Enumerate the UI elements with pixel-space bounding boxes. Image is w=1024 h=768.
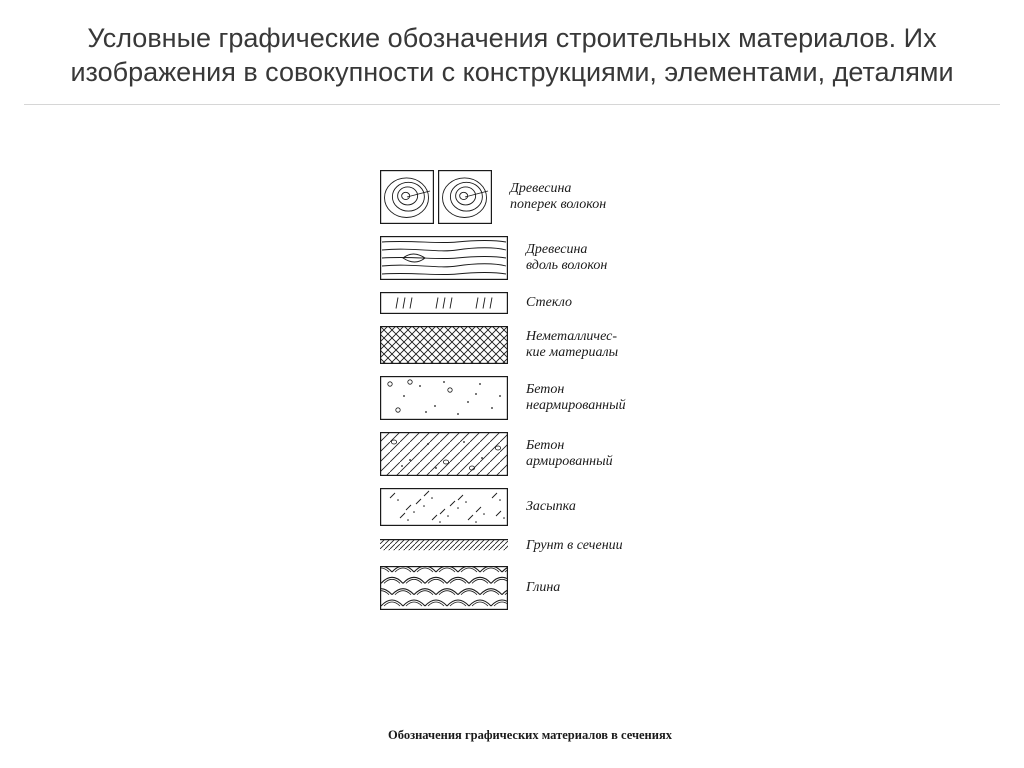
legend-row-backfill: Засыпка — [380, 488, 626, 526]
swatch-soil-section — [380, 539, 508, 553]
page-title: Условные графические обозначения строите… — [0, 0, 1024, 98]
label-backfill: Засыпка — [526, 499, 576, 515]
legend-row-wood-long: Древесина вдоль волокон — [380, 236, 626, 280]
label-concrete-reinf: Бетон армированный — [526, 438, 613, 470]
label-nonmetal: Неметалличес- кие материалы — [526, 329, 618, 361]
legend-row-soil-section: Грунт в сечении — [380, 538, 626, 554]
swatch-nonmetal — [380, 326, 508, 364]
figure-caption: Обозначения графических материалов в сеч… — [380, 728, 680, 743]
label-soil-section: Грунт в сечении — [526, 538, 623, 554]
swatch-backfill — [380, 488, 508, 526]
label-clay: Глина — [526, 580, 560, 596]
swatch-clay — [380, 566, 508, 610]
legend-row-wood-cross: Древесина поперек волокон — [380, 170, 626, 224]
swatch-glass — [380, 292, 508, 314]
label-wood-cross: Древесина поперек волокон — [510, 181, 606, 213]
legend-row-glass: Стекло — [380, 292, 626, 314]
divider — [24, 104, 1000, 105]
legend-row-concrete-plain: Бетон неармированный — [380, 376, 626, 420]
label-glass: Стекло — [526, 295, 572, 311]
swatch-concrete-reinf — [380, 432, 508, 476]
swatch-concrete-plain — [380, 376, 508, 420]
label-wood-long: Древесина вдоль волокон — [526, 242, 607, 274]
label-concrete-plain: Бетон неармированный — [526, 382, 626, 414]
swatch-wood-long — [380, 236, 508, 280]
legend-row-concrete-reinf: Бетон армированный — [380, 432, 626, 476]
swatch-wood-cross — [380, 170, 492, 224]
materials-legend: Древесина поперек волокон Древесина вдоль… — [380, 170, 626, 622]
legend-row-nonmetal: Неметалличес- кие материалы — [380, 326, 626, 364]
page: Условные графические обозначения строите… — [0, 0, 1024, 768]
legend-row-clay: Глина — [380, 566, 626, 610]
